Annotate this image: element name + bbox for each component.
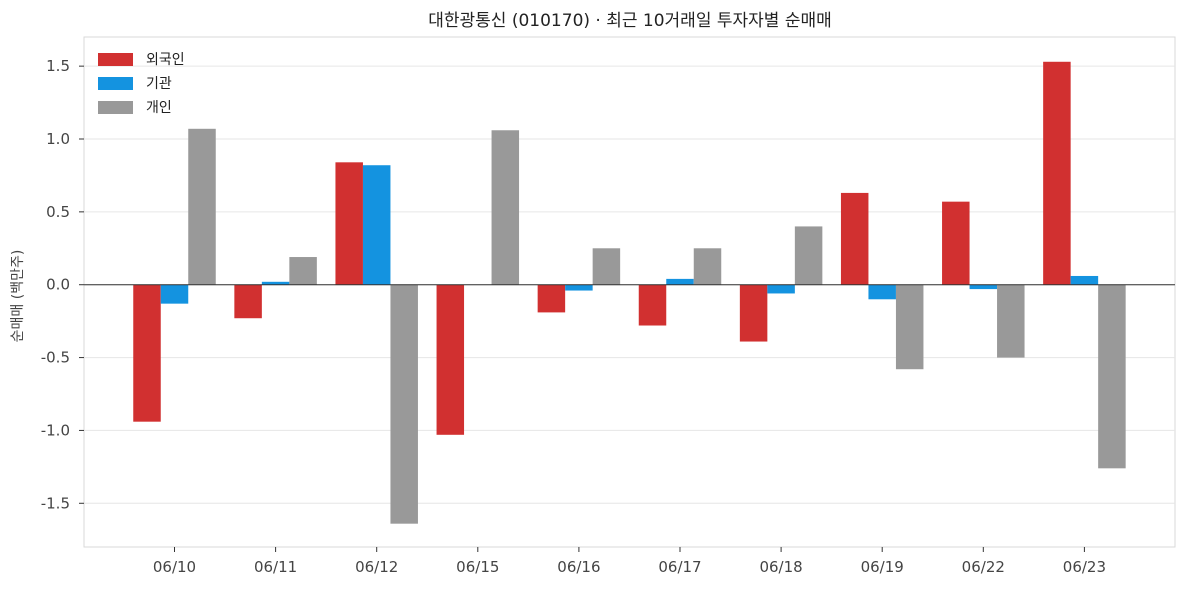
x-tick-label: 06/10 [153,558,196,576]
bar [289,257,317,285]
legend-swatch [98,53,133,66]
y-tick-label: 1.5 [46,57,70,75]
bar [133,285,161,422]
bar [188,129,216,285]
bar [234,285,262,319]
bar [740,285,768,342]
bar [795,226,823,284]
x-tick-label: 06/22 [962,558,1005,576]
x-tick-label: 06/11 [254,558,297,576]
bar [593,248,621,284]
bar [1098,285,1126,469]
x-tick-label: 06/23 [1063,558,1106,576]
bar [335,162,363,284]
bar [942,202,970,285]
x-tick-label: 06/19 [861,558,904,576]
bar [896,285,924,370]
y-axis-label: 순매매 (백만주) [10,250,26,343]
bar [1043,62,1071,285]
x-axis: 06/10 06/11 06/12 06/15 06/16 06/17 06/18 06/19… [153,547,1106,576]
bar [437,285,465,435]
x-tick-label: 06/15 [456,558,499,576]
bar [538,285,566,313]
bar [639,285,667,326]
bar [841,193,869,285]
y-tick-label: -0.5 [41,349,70,367]
x-tick-label: 06/16 [557,558,600,576]
y-axis: -1.5 -1.0 -0.5 0.0 0.5 1.0 1.5 [41,57,84,512]
legend-label: 개인 [146,100,172,116]
legend-label: 기관 [146,76,172,92]
y-tick-label: 0.5 [46,203,70,221]
y-tick-label: -1.5 [41,494,70,512]
bar [161,285,189,304]
legend-swatch [98,77,133,90]
x-tick-label: 06/18 [759,558,802,576]
legend-label: 외국인 [146,52,185,68]
bar [997,285,1025,358]
bar [666,279,694,285]
bar [390,285,418,524]
bar [970,285,998,289]
legend-swatch [98,101,133,114]
bar [492,130,520,284]
y-tick-label: 1.0 [46,130,70,148]
bar [363,165,391,284]
x-tick-label: 06/12 [355,558,398,576]
bar [1071,276,1099,285]
bars [133,62,1125,524]
bar [767,285,795,294]
bar [565,285,593,291]
x-tick-label: 06/17 [658,558,701,576]
bar [868,285,896,300]
y-tick-label: 0.0 [46,276,70,294]
chart-title: 대한광통신 (010170) · 최근 10거래일 투자자별 순매매 [428,11,832,31]
y-tick-label: -1.0 [41,421,70,439]
bar [694,248,722,284]
